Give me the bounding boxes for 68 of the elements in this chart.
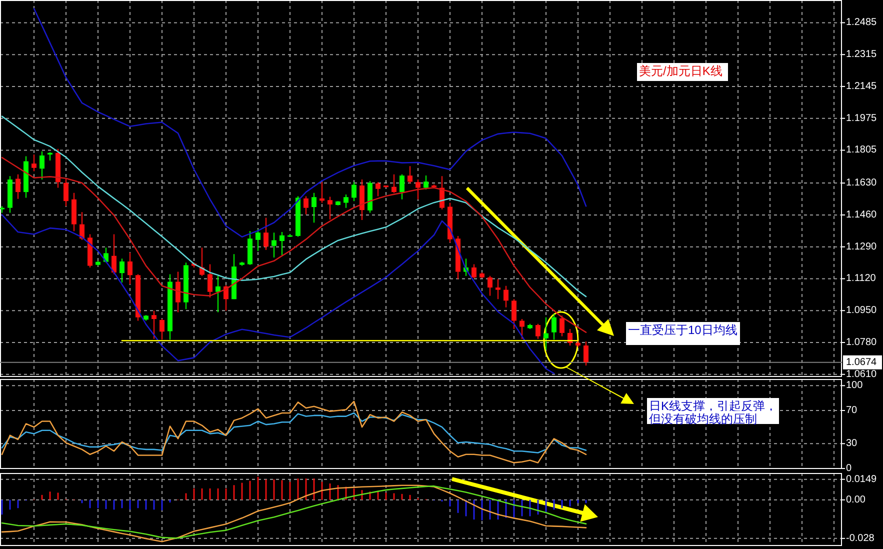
candlestick	[424, 175, 428, 190]
y-tick-label: 0.00	[846, 494, 866, 506]
candlestick	[152, 310, 156, 340]
y-tick-label: -0.028	[846, 532, 875, 544]
candlestick	[160, 318, 164, 340]
candlestick	[440, 176, 444, 210]
candlestick	[176, 271, 180, 313]
candlestick	[344, 194, 348, 208]
candlestick	[208, 264, 212, 298]
text: 美元/加元日K线	[639, 64, 722, 78]
line-series	[1, 400, 587, 464]
candlestick	[392, 174, 396, 194]
candlestick	[584, 341, 588, 366]
y-tick-label: 1.1460	[846, 209, 878, 220]
candlestick	[472, 264, 476, 279]
candlestick	[64, 178, 68, 207]
y-tick-label: 0	[846, 463, 852, 474]
y-tick-label: 1.1975	[846, 112, 878, 124]
candlestick	[376, 182, 380, 197]
candlestick	[536, 323, 540, 340]
line-series	[1, 116, 587, 298]
candlestick	[256, 228, 260, 252]
y-tick-label: 1.1805	[846, 144, 878, 156]
ref-line-label: 1.0674	[846, 356, 878, 368]
candlestick	[400, 174, 404, 200]
candlestick	[312, 192, 316, 224]
y-tick-label: 1.2145	[846, 80, 878, 92]
candlestick	[328, 196, 332, 220]
candlestick	[560, 315, 564, 337]
candlestick	[512, 298, 516, 330]
candlestick	[216, 275, 220, 313]
candlestick	[488, 275, 492, 296]
y-tick-label: 100	[846, 380, 864, 392]
y-tick-label: 1.1290	[846, 241, 878, 252]
y-tick-label: 1.0780	[846, 336, 878, 348]
candlestick	[408, 166, 412, 184]
candlestick	[352, 182, 356, 202]
candlestick	[304, 196, 308, 215]
candlestick	[520, 318, 524, 340]
line-series	[1, 412, 587, 454]
candlestick	[504, 285, 508, 308]
y-tick-label: 1.2315	[846, 49, 878, 60]
candlestick	[112, 234, 116, 275]
candlestick	[544, 316, 548, 350]
y-tick-label: 70	[846, 404, 858, 416]
y-tick-label: 0.0149	[846, 474, 878, 485]
y-tick-label: 1.0950	[846, 305, 878, 316]
text: 一直受压于10日均线	[628, 322, 738, 337]
y-tick-label: 30	[846, 438, 858, 450]
line-series	[33, 8, 587, 238]
candlestick	[280, 232, 284, 256]
y-tick-label: 1.1120	[846, 273, 876, 284]
candlestick	[272, 232, 276, 258]
candlestick	[128, 252, 132, 285]
text: 但没有破均线的压制	[649, 412, 757, 426]
candlestick	[416, 178, 420, 200]
y-tick-label: 1.2485	[846, 17, 878, 28]
candlestick	[120, 258, 124, 283]
candlestick	[552, 313, 556, 340]
line-series	[1, 214, 555, 374]
y-tick-label: 1.1630	[846, 178, 878, 189]
candlestick	[32, 154, 36, 172]
candlestick	[496, 278, 500, 300]
candlestick	[40, 150, 44, 180]
y-tick-label: 1.0610	[846, 368, 878, 380]
candlestick	[16, 174, 20, 200]
candlestick	[264, 217, 268, 250]
line-series	[1, 156, 587, 334]
